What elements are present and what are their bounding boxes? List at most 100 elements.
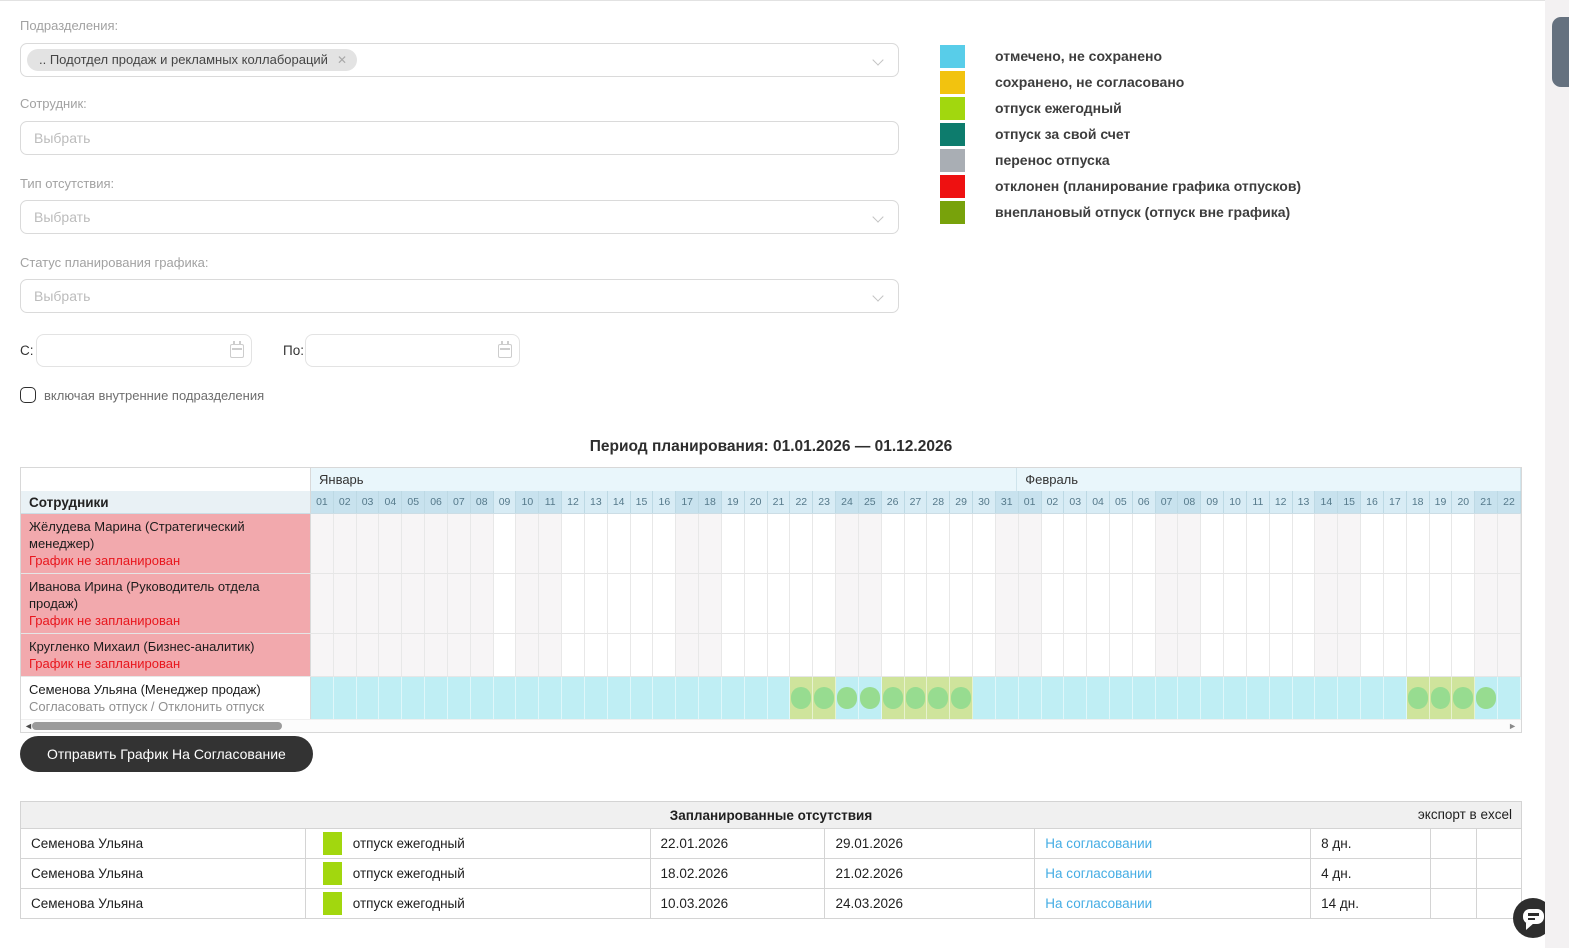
gantt-grid-cell[interactable]: [1178, 514, 1202, 573]
gantt-grid-cell[interactable]: [1406, 677, 1430, 719]
gantt-grid-cell[interactable]: [744, 634, 768, 676]
absence-action-cell[interactable]: [1430, 828, 1477, 859]
absence-status-link[interactable]: На согласовании: [1045, 836, 1153, 851]
gantt-grid-cell[interactable]: [630, 574, 654, 633]
gantt-grid-cell[interactable]: [311, 634, 334, 676]
gantt-grid-cell[interactable]: [333, 677, 357, 719]
gantt-grid-cell[interactable]: [721, 677, 745, 719]
gantt-grid-cell[interactable]: [1383, 677, 1407, 719]
gantt-grid-cell[interactable]: [1109, 514, 1133, 573]
gantt-grid-cell[interactable]: [1064, 574, 1088, 633]
gantt-grid-cell[interactable]: [402, 634, 426, 676]
gantt-grid-cell[interactable]: [1498, 677, 1521, 719]
gantt-grid-cell[interactable]: [653, 514, 677, 573]
gantt-grid-cell[interactable]: [881, 574, 905, 633]
gantt-grid-cell[interactable]: [1475, 634, 1499, 676]
gantt-grid-cell[interactable]: [767, 677, 791, 719]
gantt-grid-cell[interactable]: [539, 634, 563, 676]
gantt-grid-cell[interactable]: [904, 634, 928, 676]
gantt-grid-cell[interactable]: [562, 677, 585, 719]
gantt-grid-cell[interactable]: [470, 574, 494, 633]
gantt-grid-cell[interactable]: [425, 634, 448, 676]
gantt-grid-cell[interactable]: [927, 574, 951, 633]
gantt-grid-cell[interactable]: [562, 574, 585, 633]
gantt-grid-cell[interactable]: [1064, 634, 1088, 676]
gantt-grid-cell[interactable]: [516, 574, 540, 633]
gantt-grid-cell[interactable]: [1429, 514, 1453, 573]
gantt-grid-cell[interactable]: [950, 677, 974, 719]
gantt-grid-cell[interactable]: [1292, 634, 1316, 676]
gantt-grid-cell[interactable]: [1132, 514, 1156, 573]
gantt-grid-cell[interactable]: [1041, 677, 1065, 719]
scroll-left-arrow-icon[interactable]: ◄: [24, 721, 33, 731]
gantt-grid-cell[interactable]: [1269, 677, 1293, 719]
chevron-down-icon[interactable]: [872, 290, 884, 302]
gantt-grid-cell[interactable]: [1246, 677, 1270, 719]
gantt-grid-cell[interactable]: [630, 514, 654, 573]
gantt-grid-cell[interactable]: [1406, 634, 1430, 676]
gantt-grid-cell[interactable]: [653, 574, 677, 633]
gantt-grid-cell[interactable]: [1406, 514, 1430, 573]
gantt-grid-cell[interactable]: [1269, 634, 1293, 676]
gantt-grid-cell[interactable]: [333, 514, 357, 573]
gantt-grid-cell[interactable]: [1452, 677, 1476, 719]
gantt-grid-cell[interactable]: [858, 677, 882, 719]
absence-action-cell[interactable]: [1475, 858, 1523, 889]
gantt-grid-cell[interactable]: [881, 634, 905, 676]
gantt-grid-cell[interactable]: [1452, 574, 1476, 633]
gantt-grid-cell[interactable]: [1292, 677, 1316, 719]
gantt-grid-cell[interactable]: [995, 514, 1019, 573]
gantt-grid-cell[interactable]: [1132, 634, 1156, 676]
gantt-grid-cell[interactable]: [1452, 634, 1476, 676]
gantt-grid-cell[interactable]: [470, 634, 494, 676]
gantt-grid-cell[interactable]: [1383, 634, 1407, 676]
gantt-grid-cell[interactable]: [379, 677, 403, 719]
gantt-grid-cell[interactable]: [1315, 574, 1339, 633]
chevron-down-icon[interactable]: [872, 211, 884, 223]
gantt-grid-cell[interactable]: [1064, 677, 1088, 719]
gantt-grid-cell[interactable]: [356, 677, 380, 719]
gantt-grid-cell[interactable]: [539, 677, 563, 719]
gantt-grid-cell[interactable]: [1201, 677, 1225, 719]
gantt-grid-cell[interactable]: [1315, 634, 1339, 676]
gantt-grid-cell[interactable]: [425, 677, 448, 719]
gantt-grid-cell[interactable]: [950, 514, 974, 573]
gantt-grid-cell[interactable]: [1155, 634, 1179, 676]
gantt-grid-cell[interactable]: [607, 574, 631, 633]
page-vertical-scrollbar[interactable]: [1545, 0, 1569, 948]
gantt-grid-cell[interactable]: [630, 634, 654, 676]
date-from-input[interactable]: [36, 334, 252, 367]
gantt-grid-cell[interactable]: [1475, 677, 1499, 719]
gantt-grid-cell[interactable]: [402, 574, 426, 633]
gantt-grid-cell[interactable]: [447, 634, 471, 676]
gantt-grid-cell[interactable]: [813, 574, 837, 633]
gantt-grid-cell[interactable]: [1498, 634, 1521, 676]
gantt-horizontal-scrollbar[interactable]: ◄ ►: [21, 719, 1521, 732]
gantt-grid-cell[interactable]: [1361, 677, 1384, 719]
gantt-grid-cell[interactable]: [699, 574, 722, 633]
gantt-grid-cell[interactable]: [1224, 634, 1247, 676]
gantt-grid-cell[interactable]: [1201, 514, 1225, 573]
department-tag-chip[interactable]: .. Подотдел продаж и рекламных коллабора…: [27, 49, 357, 71]
gantt-grid-cell[interactable]: [950, 634, 974, 676]
gantt-grid-cell[interactable]: [1498, 514, 1521, 573]
gantt-grid-cell[interactable]: [813, 634, 837, 676]
gantt-grid-cell[interactable]: [1018, 677, 1042, 719]
gantt-grid-cell[interactable]: [1338, 514, 1362, 573]
gantt-grid-cell[interactable]: [470, 514, 494, 573]
gantt-grid-cell[interactable]: [1041, 634, 1065, 676]
gantt-grid-cell[interactable]: [1018, 634, 1042, 676]
gantt-grid-cell[interactable]: [1383, 574, 1407, 633]
gantt-grid-cell[interactable]: [1315, 677, 1339, 719]
gantt-grid-cell[interactable]: [973, 514, 996, 573]
absence-type-select[interactable]: Выбрать: [20, 200, 899, 234]
gantt-grid-cell[interactable]: [995, 574, 1019, 633]
gantt-grid-cell[interactable]: [1475, 574, 1499, 633]
gantt-grid-cell[interactable]: [1201, 634, 1225, 676]
gantt-grid-cell[interactable]: [1178, 634, 1202, 676]
gantt-grid-cell[interactable]: [562, 514, 585, 573]
gantt-grid-cell[interactable]: [311, 574, 334, 633]
absence-status-link[interactable]: На согласовании: [1045, 896, 1153, 911]
gantt-grid-cell[interactable]: [1041, 514, 1065, 573]
gantt-grid-cell[interactable]: [973, 574, 996, 633]
